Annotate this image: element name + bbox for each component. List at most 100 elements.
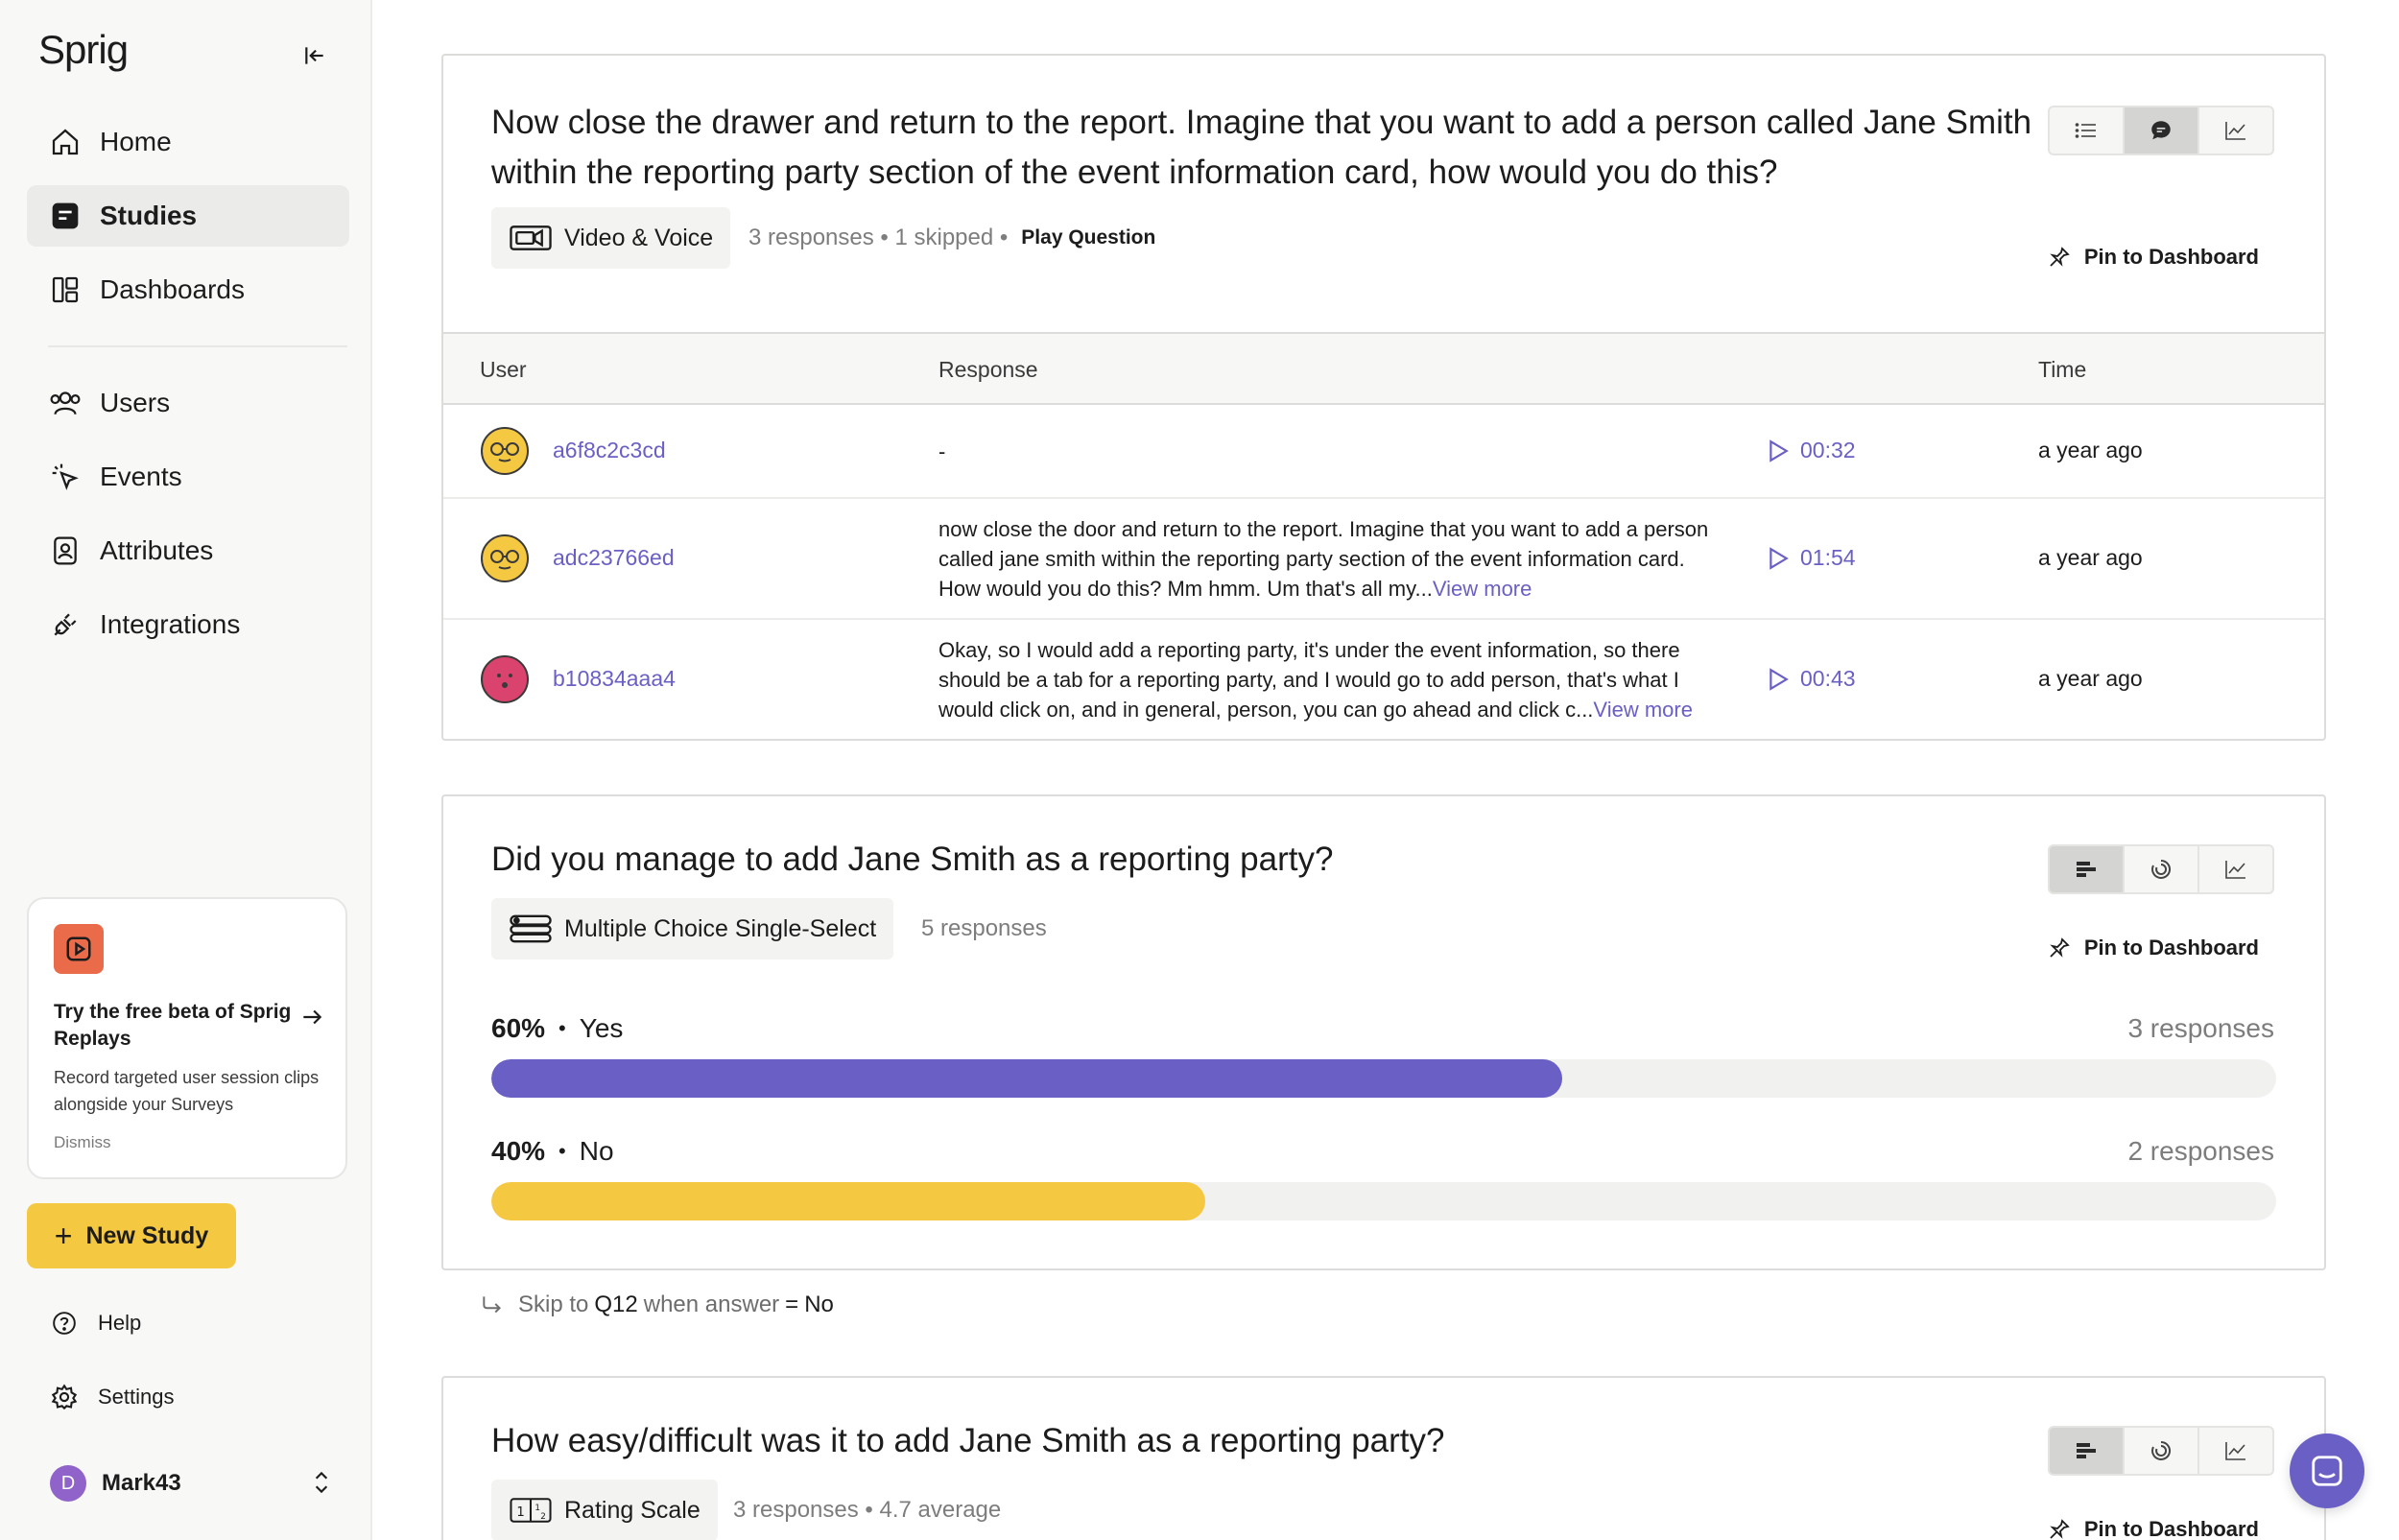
question-meta: 5 responses [921,915,1047,942]
view-toggle [2048,844,2274,894]
sidebar-item-events[interactable]: Events [27,446,349,508]
responses-table: User Response Time a6f8c2c3cd - 00:32 a … [443,332,2324,741]
response-text: Okay, so I would add a reporting party, … [938,638,1693,722]
question-type-label: Rating Scale [564,1496,701,1524]
help-icon [50,1309,79,1338]
option-count: 3 responses [2127,1013,2274,1043]
new-study-button[interactable]: + New Study [27,1203,236,1268]
option-text: Yes [579,1013,624,1043]
pin-to-dashboard-button[interactable]: Pin to Dashboard [2046,244,2259,271]
response-stats: 5 responses [921,915,1047,941]
table-row[interactable]: adc23766ed now close the door and return… [443,499,2324,620]
sidebar-item-label: Users [100,388,171,417]
support-chat-button[interactable] [2290,1433,2364,1508]
chat-bubble-icon [2151,121,2171,140]
user-id-link[interactable]: adc23766ed [553,545,675,570]
column-header-user[interactable]: User [480,357,527,382]
sidebar-item-studies[interactable]: Studies [27,185,349,247]
view-more-link[interactable]: View more [1593,698,1693,722]
pin-to-dashboard-button[interactable]: Pin to Dashboard [2046,1516,2259,1540]
svg-text:1: 1 [516,1505,524,1520]
pin-label: Pin to Dashboard [2083,245,2259,269]
arrow-right-icon[interactable] [299,1005,328,1033]
option-percent: 40% [491,1136,546,1166]
skip-target: Q12 [594,1291,638,1317]
pin-label: Pin to Dashboard [2083,1517,2259,1540]
sidebar-item-label: Integrations [100,609,241,639]
collapse-sidebar-button[interactable] [299,40,330,71]
account-switcher[interactable]: D Mark43 [50,1464,338,1503]
donut-view-button[interactable] [2125,1428,2199,1474]
question-meta: 3 responses • 1 skipped • Play Question [748,225,1155,251]
bar-chart-icon [2077,862,2096,877]
pin-to-dashboard-button[interactable]: Pin to Dashboard [2046,935,2259,961]
home-icon [48,125,83,159]
column-header-time[interactable]: Time [2038,357,2087,382]
settings-link[interactable]: Settings [50,1383,175,1411]
duration: 00:43 [1800,666,1856,691]
trend-view-button[interactable] [2199,107,2272,154]
user-id-link[interactable]: a6f8c2c3cd [553,438,666,462]
donut-view-button[interactable] [2125,846,2199,892]
promo-dismiss-link[interactable]: Dismiss [54,1133,111,1151]
user-face-icon [480,533,530,583]
list-icon [2075,123,2096,138]
chat-icon [2312,1456,2342,1486]
plus-icon: + [54,1219,73,1253]
option-bar-fill [491,1059,1562,1098]
pin-icon [2046,244,2073,271]
bar-view-button[interactable] [2050,846,2125,892]
table-row[interactable]: b10834aaa4 Okay, so I would add a report… [443,620,2324,741]
option-percent: 60% [491,1013,546,1043]
play-response-button[interactable]: 01:54 [1766,545,1856,571]
question-title: How easy/difficult was it to add Jane Sm… [491,1422,1445,1459]
user-id-link[interactable]: b10834aaa4 [553,666,676,691]
sidebar-item-users[interactable]: Users [27,372,349,434]
question-type-label: Multiple Choice Single-Select [564,914,877,942]
responses-view-button[interactable] [2125,107,2199,154]
donut-chart-icon [2151,859,2172,879]
sidebar-item-dashboards[interactable]: Dashboards [27,259,349,320]
sidebar-item-attributes[interactable]: Attributes [27,520,349,581]
sidebar-item-label: Attributes [100,535,214,565]
sidebar-item-home[interactable]: Home [27,111,349,173]
column-header-response[interactable]: Response [938,357,1038,382]
response-stats: 3 responses • 1 skipped • [748,225,1009,250]
replay-icon [54,924,104,974]
trend-view-button[interactable] [2199,846,2272,892]
view-toggle [2048,1426,2274,1476]
option-label-no: 40% • No [491,1136,614,1166]
play-question-link[interactable]: Play Question [1021,226,1156,249]
view-toggle [2048,106,2274,155]
sidebar-item-integrations[interactable]: Integrations [27,594,349,655]
bar-view-button[interactable] [2050,1428,2125,1474]
play-response-button[interactable]: 00:32 [1766,438,1856,463]
play-response-button[interactable]: 00:43 [1766,666,1856,692]
question-card-multiple-choice: Did you manage to add Jane Smith as a re… [441,794,2326,1270]
user-face-icon [480,426,530,476]
events-icon [48,460,83,494]
user-name: Mark43 [102,1470,181,1496]
option-text: No [579,1136,614,1166]
help-label: Help [98,1311,142,1335]
pin-label: Pin to Dashboard [2083,936,2259,960]
promo-title: Try the free beta of Sprig Replays [54,1001,292,1050]
pin-icon [2046,935,2073,961]
option-bar-track [491,1059,2276,1098]
question-type-chip: Video & Voice [491,207,731,269]
help-link[interactable]: Help [50,1309,141,1338]
list-view-button[interactable] [2050,107,2125,154]
gear-icon [50,1383,79,1411]
attributes-icon [48,533,83,568]
response-text: - [938,439,946,463]
response-time: a year ago [2038,666,2143,691]
view-more-link[interactable]: View more [1432,577,1532,601]
trend-view-button[interactable] [2199,1428,2272,1474]
duration: 01:54 [1800,545,1856,570]
question-type-chip: Multiple Choice Single-Select [491,898,894,960]
play-icon [1766,546,1791,571]
nav-divider [48,345,347,347]
sprig-logo[interactable]: Sprig [38,27,129,72]
question-meta: 3 responses • 4.7 average [733,1497,1001,1524]
table-row[interactable]: a6f8c2c3cd - 00:32 a year ago [443,405,2324,499]
